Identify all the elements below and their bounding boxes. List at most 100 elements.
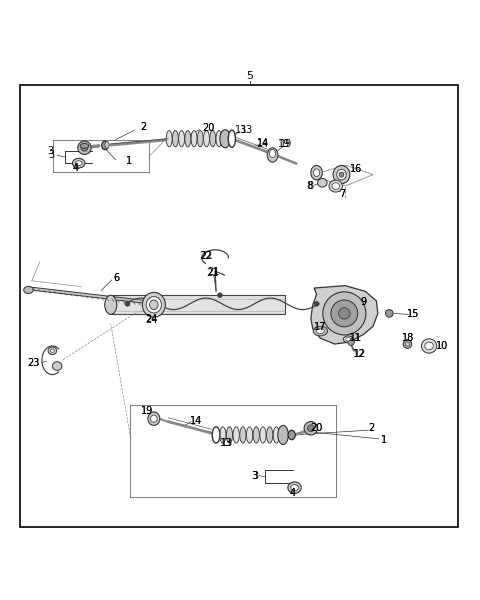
Ellipse shape [240, 427, 246, 443]
Text: 10: 10 [436, 341, 448, 351]
Ellipse shape [288, 430, 295, 440]
Ellipse shape [311, 166, 323, 180]
Ellipse shape [421, 339, 437, 353]
Ellipse shape [191, 131, 197, 147]
Ellipse shape [72, 158, 85, 168]
Text: 24: 24 [145, 314, 157, 324]
Ellipse shape [52, 362, 62, 370]
Ellipse shape [313, 326, 327, 336]
Ellipse shape [210, 131, 216, 147]
Text: 10: 10 [436, 341, 448, 351]
Ellipse shape [336, 169, 346, 180]
Circle shape [338, 308, 350, 319]
Ellipse shape [291, 485, 299, 491]
Text: 13: 13 [219, 437, 232, 448]
Ellipse shape [75, 161, 82, 166]
Circle shape [304, 422, 318, 435]
Text: 6: 6 [113, 273, 120, 283]
FancyBboxPatch shape [20, 85, 458, 527]
Text: 3: 3 [252, 470, 258, 481]
Ellipse shape [313, 169, 320, 176]
Circle shape [78, 141, 91, 155]
Ellipse shape [105, 142, 109, 148]
Text: 20: 20 [203, 122, 215, 133]
Ellipse shape [216, 131, 222, 147]
Ellipse shape [288, 482, 301, 493]
Ellipse shape [143, 292, 165, 317]
Ellipse shape [346, 338, 350, 341]
Text: 9: 9 [360, 297, 367, 307]
Text: 14: 14 [257, 138, 269, 148]
Ellipse shape [24, 286, 33, 293]
Ellipse shape [204, 131, 209, 147]
Ellipse shape [233, 427, 240, 443]
Text: 4: 4 [73, 163, 79, 173]
Text: 13: 13 [220, 437, 233, 448]
Text: 21: 21 [207, 267, 220, 277]
Text: 9: 9 [360, 297, 367, 307]
Text: 24: 24 [145, 315, 157, 325]
Text: 11: 11 [350, 333, 362, 343]
Circle shape [81, 145, 88, 151]
Text: 15: 15 [407, 310, 420, 319]
Text: 1: 1 [126, 156, 132, 166]
Circle shape [348, 339, 354, 346]
Text: 11: 11 [349, 333, 361, 343]
Text: 5: 5 [246, 71, 253, 82]
Text: 6: 6 [113, 273, 120, 283]
Circle shape [217, 293, 222, 298]
Text: 19: 19 [141, 406, 153, 416]
Text: 19: 19 [280, 139, 292, 149]
Ellipse shape [48, 347, 57, 355]
Circle shape [331, 300, 358, 327]
Text: 14: 14 [190, 416, 202, 425]
Text: 15: 15 [407, 310, 420, 319]
Text: 13: 13 [240, 125, 253, 134]
Ellipse shape [329, 180, 342, 192]
Ellipse shape [253, 427, 259, 443]
Text: 18: 18 [402, 333, 415, 343]
Text: 4: 4 [289, 488, 296, 499]
Text: 8: 8 [308, 181, 314, 191]
Text: 13: 13 [235, 125, 248, 134]
Ellipse shape [185, 131, 191, 147]
Text: 3: 3 [47, 146, 53, 155]
Text: 19: 19 [141, 406, 153, 416]
Circle shape [314, 301, 319, 306]
Text: 23: 23 [27, 358, 40, 368]
Text: 4: 4 [289, 488, 296, 499]
Text: 16: 16 [350, 164, 362, 175]
Ellipse shape [343, 336, 353, 343]
Text: 1: 1 [381, 435, 387, 445]
Ellipse shape [246, 427, 252, 443]
Text: 23: 23 [27, 358, 40, 368]
Text: 16: 16 [350, 164, 362, 175]
Text: 22: 22 [199, 251, 212, 261]
Ellipse shape [317, 329, 324, 334]
Text: 17: 17 [314, 322, 326, 332]
Text: 18: 18 [402, 333, 415, 343]
Polygon shape [111, 295, 286, 314]
Ellipse shape [220, 427, 226, 443]
Ellipse shape [148, 412, 160, 425]
Text: 14: 14 [190, 416, 202, 425]
Text: 3: 3 [48, 151, 54, 160]
Ellipse shape [105, 295, 117, 314]
Text: 17: 17 [314, 322, 326, 332]
Ellipse shape [406, 342, 409, 346]
Ellipse shape [273, 427, 279, 443]
Text: 12: 12 [353, 349, 366, 359]
Ellipse shape [332, 183, 339, 190]
Ellipse shape [151, 415, 157, 422]
Circle shape [125, 301, 130, 306]
Ellipse shape [425, 342, 433, 350]
Text: 1: 1 [381, 435, 387, 445]
Circle shape [385, 310, 393, 317]
Ellipse shape [172, 131, 179, 147]
Ellipse shape [266, 427, 273, 443]
Text: 4: 4 [73, 163, 79, 173]
Text: 12: 12 [352, 349, 365, 359]
Text: 3: 3 [251, 470, 257, 481]
Text: 20: 20 [203, 122, 215, 133]
Ellipse shape [150, 300, 158, 310]
